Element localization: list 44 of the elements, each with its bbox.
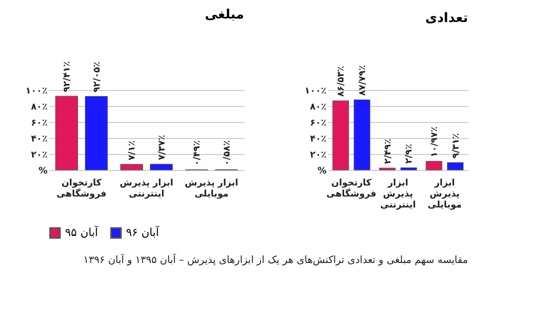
data-label: ۷/۱٪ [128, 140, 138, 160]
x-tick-label: ابزار پذیرش موبایلی [184, 178, 238, 200]
bar [55, 96, 78, 170]
data-label: ۰/۵۸٪ [222, 140, 232, 166]
x-tick-label: ابزار پذیرش اینترنتی [380, 178, 416, 210]
x-tick-label: کارتخوان فروشگاهی [326, 178, 376, 200]
y-tick-label: ۶۰٪ [31, 118, 48, 128]
data-label: ۹/۳۱٪ [451, 133, 462, 159]
y-tick-label: % [317, 166, 326, 176]
y-tick-label: ۱۰۰٪ [304, 86, 326, 96]
legend-label: آبان ۹۶ [126, 225, 160, 239]
text: مقایسه سهم مبلغی و تعدادی تراکنش‌های هر یک از ابزارهای پذیرش – آبان ۱۳۹۵ و آبان ۱۳۹۶ [83, 253, 468, 266]
y-tick-label: ۲۰٪ [31, 150, 48, 160]
data-label: ۷/۳۷٪ [157, 134, 168, 160]
data-label: ۹۲/۰۵٪ [92, 62, 102, 92]
legend-label: آبان ۹۵ [65, 225, 99, 239]
bar [400, 167, 417, 170]
bar [354, 100, 370, 170]
bar [332, 100, 349, 170]
y-tick-label: ۸۰٪ [310, 102, 326, 112]
x-tick-label: ابزار پذیرش اینترنتی [120, 178, 174, 200]
data-label: ۹۲/۴۱٪ [62, 61, 73, 92]
data-label: ۱۰/۹۷٪ [430, 126, 440, 158]
y-tick-label: ۶۰٪ [310, 118, 326, 128]
chart-title: تعدادی [425, 11, 468, 26]
y-tick-label: ۲۰٪ [310, 150, 326, 160]
y-tick-label: ۴۰٪ [31, 134, 48, 144]
chart-title: مبلغی [204, 7, 244, 22]
bar [426, 160, 442, 170]
y-tick-label: ۸۰٪ [31, 102, 48, 112]
y-tick-label: ۴۰٪ [310, 134, 326, 144]
data-label: ۸۷/۷۹٪ [358, 65, 368, 96]
bar [84, 96, 108, 170]
bar [120, 164, 144, 170]
y-tick-label: % [38, 166, 48, 176]
data-label: ۲/۹٪ [404, 144, 415, 164]
data-label: ۸۶/۵۳٪ [336, 66, 347, 97]
bar [150, 164, 173, 170]
data-label: ۲/۴۹٪ [383, 138, 394, 164]
bar [447, 162, 464, 170]
x-tick-label: ابزار پذیرش موبایلی [428, 178, 462, 210]
y-tick-label: ۱۰۰٪ [26, 86, 48, 96]
data-label: ۰/۴۹٪ [192, 140, 203, 166]
x-tick-label: کارتخوان فروشگاهی [56, 178, 107, 200]
